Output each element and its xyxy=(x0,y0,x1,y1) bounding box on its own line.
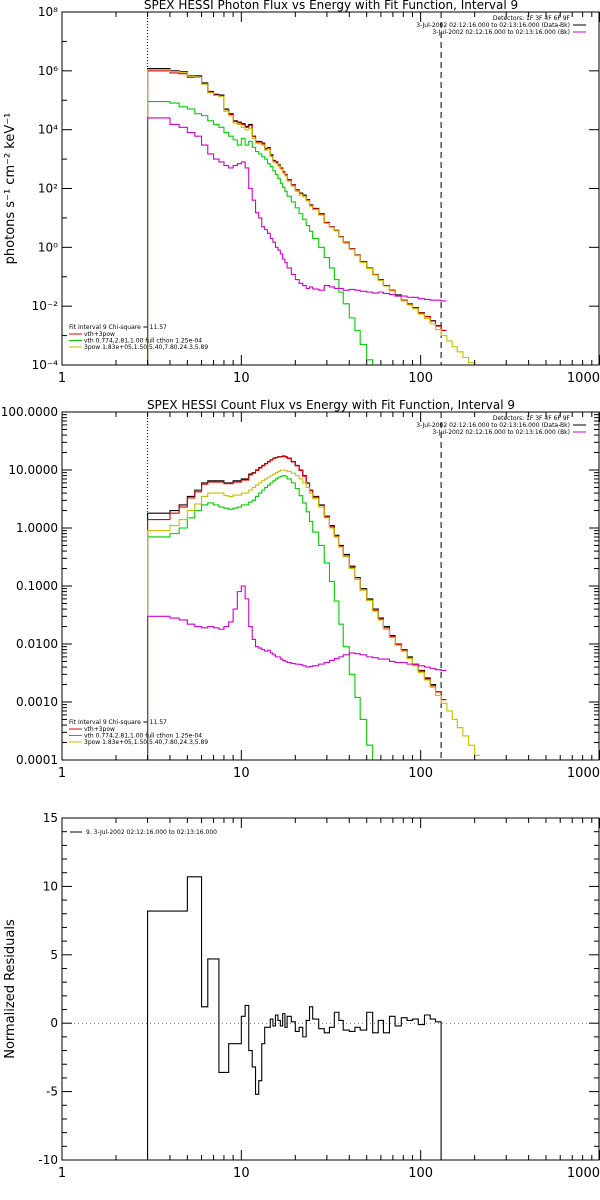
fit-legend-label: 3pow 1.83e+05,1.50,5.40,7.80,24.3,5.89 xyxy=(84,344,208,351)
y-tick-label: 15 xyxy=(43,811,58,825)
info-line: 3-Jul-2002 02:12:16.000 to 02:13:16.000 … xyxy=(432,29,570,36)
y-tick-label: -5 xyxy=(46,1085,58,1099)
x-tick-label: 1 xyxy=(58,371,66,386)
fit-legend-label: vth 0.774,2.81,1.00 full cthon 1.25e-04 xyxy=(84,733,202,740)
series-line-2 xyxy=(147,70,447,365)
y-tick-label: 10⁻² xyxy=(32,299,59,313)
y-tick-label: 10⁸ xyxy=(38,5,58,19)
chart-title: SPEX HESSI Count Flux vs Energy with Fit… xyxy=(147,398,515,412)
series-line-4 xyxy=(147,469,480,760)
series-line-5 xyxy=(147,117,447,365)
x-tick-label: 100 xyxy=(408,1166,433,1181)
series-group xyxy=(147,67,476,365)
x-tick-label: 1 xyxy=(58,766,66,781)
x-tick-label: 100 xyxy=(408,371,433,386)
chart-panel-3: 1 10 100 1000 -10 -5 0 5 10 15 Normalized Residual… xyxy=(3,811,600,1181)
y-tick-label: 0.0100 xyxy=(16,637,58,651)
legend-label: 9. 3-Jul-2002 02:12:16.000 to 02:13:16.0… xyxy=(86,829,217,836)
chart-title: SPEX HESSI Photon Flux vs Energy with Fi… xyxy=(144,0,518,12)
y-tick-label: 10⁴ xyxy=(38,123,58,137)
series-group xyxy=(147,455,480,760)
x-tick-label: 1000 xyxy=(567,766,600,781)
fit-legend-label: vth+3pow xyxy=(84,726,115,733)
y-tick-label: 10⁰ xyxy=(38,240,58,254)
fit-legend-title: Fit Interval 9 Chi-square = 11.57 xyxy=(69,719,167,726)
x-tick-label: 10 xyxy=(233,1166,250,1181)
y-axis-label: Normalized Residuals xyxy=(3,919,18,1059)
series-line-1 xyxy=(147,67,447,365)
axes-frame xyxy=(61,411,600,761)
series-line-3 xyxy=(147,101,374,365)
y-tick-label: 10² xyxy=(38,182,58,196)
x-tick-label: 10 xyxy=(233,371,250,386)
axes-frame xyxy=(61,11,600,366)
series-line-1 xyxy=(147,876,442,1160)
x-tick-label: 1 xyxy=(58,1166,66,1181)
x-tick-label: 1000 xyxy=(567,1166,600,1181)
axes-frame xyxy=(61,817,600,1161)
y-tick-label: 5 xyxy=(50,948,58,962)
info-line: 3-Jul-2002 02:12:16.000 to 02:13:16.000 … xyxy=(416,422,570,429)
y-tick-label: 0.0010 xyxy=(16,695,58,709)
y-axis-label: photons s⁻¹ cm⁻² keV⁻¹ xyxy=(3,113,18,265)
y-tick-label: 100.0000 xyxy=(1,405,58,419)
series-line-1 xyxy=(147,455,447,760)
series-line-3 xyxy=(147,475,374,760)
y-tick-label: 0.0001 xyxy=(16,753,58,767)
y-tick-label: 10 xyxy=(43,879,58,893)
info-line: 3-Jul-2002 02:12:16.000 to 02:13:16.000 … xyxy=(416,22,570,29)
x-tick-label: 100 xyxy=(408,766,433,781)
series-line-4 xyxy=(147,69,476,365)
y-tick-label: 10⁻⁴ xyxy=(32,358,59,372)
info-line: Detectors: 1F 3F 4F 6F 9F xyxy=(493,15,571,22)
series-line-2 xyxy=(147,455,447,760)
y-tick-label: 0 xyxy=(50,1016,58,1030)
y-tick-label: -10 xyxy=(38,1153,58,1167)
chart-panel-2: 1 10 100 1000 0.0001 0.0010 0.0100 0.1000 1.0000… xyxy=(1,398,600,781)
series-group xyxy=(147,876,442,1160)
y-tick-label: 10.0000 xyxy=(8,463,58,477)
x-tick-label: 1000 xyxy=(567,371,600,386)
y-tick-label: 10⁶ xyxy=(38,64,58,78)
fit-legend-label: vth 0.774,2.81,1.00 full cthon 1.25e-04 xyxy=(84,338,202,345)
fit-legend-title: Fit Interval 9 Chi-square = 11.57 xyxy=(69,324,167,331)
info-line: Detectors: 1F 3F 4F 6F 9F xyxy=(493,415,571,422)
y-tick-label: 0.1000 xyxy=(16,579,58,593)
fit-legend-label: vth+3pow xyxy=(84,331,115,338)
series-line-5 xyxy=(147,585,447,760)
y-tick-label: 1.0000 xyxy=(16,521,58,535)
x-tick-label: 10 xyxy=(233,766,250,781)
chart-panel-1: 1 10 100 1000 10⁻⁴ 10⁻² 10⁰ 10² 10⁴ 10⁶ 10⁸ SPEX HE… xyxy=(3,0,600,386)
fit-legend-label: 3pow 1.83e+05,1.50,5.40,7.80,24.3,5.89 xyxy=(84,739,208,746)
info-line: 3-Jul-2002 02:12:16.000 to 02:13:16.000 … xyxy=(432,429,570,436)
